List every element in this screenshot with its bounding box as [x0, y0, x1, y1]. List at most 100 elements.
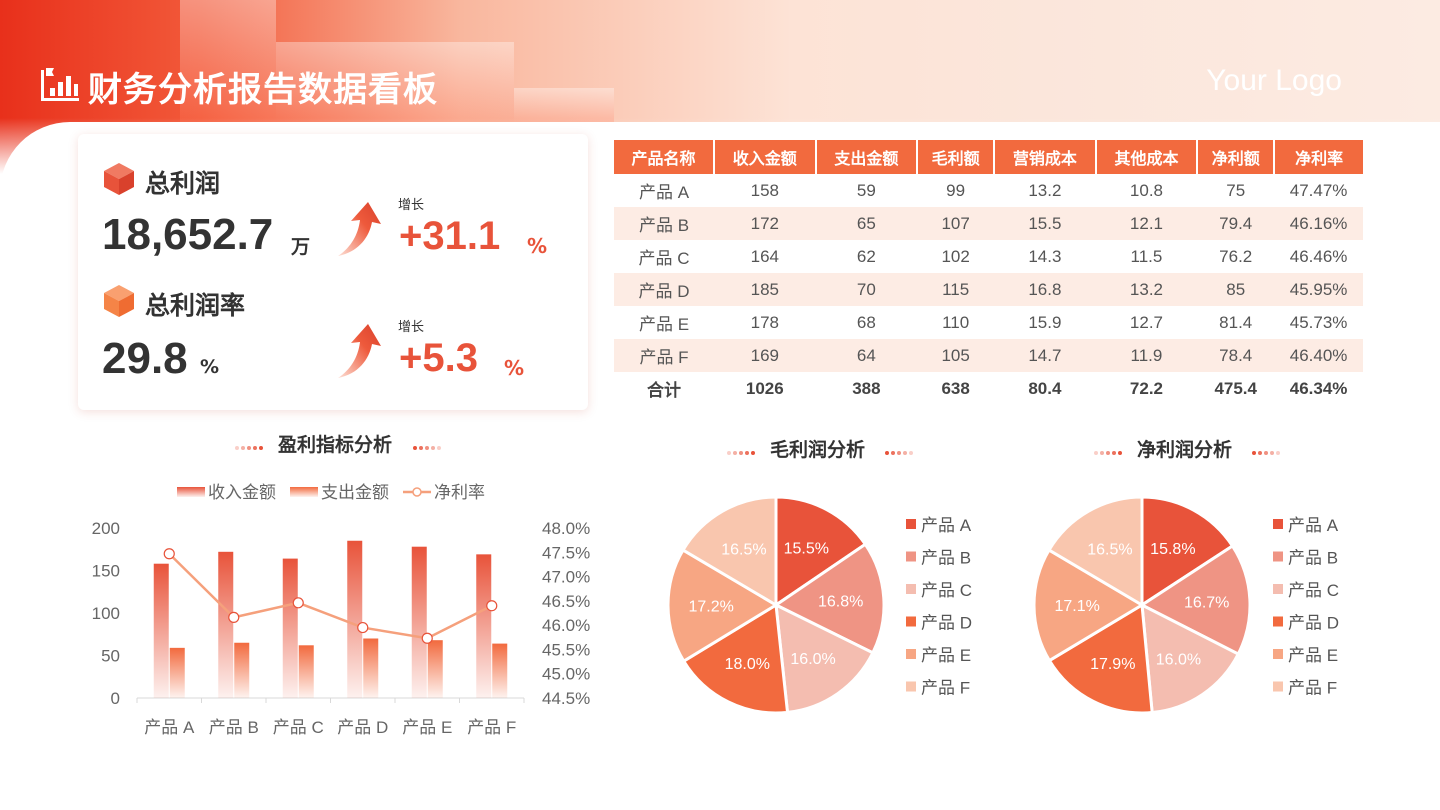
banner-decoration — [514, 88, 614, 122]
table-cell: 178 — [750, 312, 779, 332]
bar-expense — [169, 647, 185, 698]
table-cell: 105 — [917, 339, 995, 372]
title-dots-left — [1093, 441, 1123, 455]
table-cell: 115 — [917, 273, 995, 306]
legend-swatch — [906, 584, 916, 594]
pie-slice — [1046, 495, 1144, 608]
legend-label: 产品 E — [1288, 646, 1338, 665]
kpi-margin-value: 29.8 — [102, 334, 188, 383]
pie-value-label: 17.2% — [689, 598, 734, 615]
table-cell: 产品 B — [614, 207, 715, 240]
table-cell: 85 — [1197, 273, 1275, 306]
table-cell: 169 — [714, 339, 816, 372]
table-cell: 14.3 — [1028, 246, 1062, 266]
y-tick-label: 0 — [111, 689, 120, 708]
pie-value-label: 16.0% — [1156, 652, 1201, 669]
legend-swatch — [1273, 616, 1283, 627]
title-dots-left — [234, 436, 264, 450]
pie-slice — [1140, 602, 1241, 715]
table-cell: 14.7 — [994, 339, 1096, 372]
legend-label: 产品 C — [921, 581, 972, 600]
y2-tick-label: 45.0% — [542, 665, 590, 684]
growth-arrow-icon — [338, 202, 381, 256]
legend-label: 收入金额 — [208, 483, 276, 502]
pie-slice — [680, 495, 778, 608]
title-dots-left — [726, 441, 756, 455]
y2-tick-label: 44.5% — [542, 689, 590, 708]
legend-label: 支出金额 — [321, 483, 389, 502]
table-cell: 70 — [815, 273, 918, 306]
x-tick-label: 产品 F — [467, 718, 516, 737]
legend-label: 产品 B — [921, 549, 971, 568]
table-cell: 产品 F — [614, 339, 715, 372]
legend-label: 产品 C — [1288, 581, 1339, 600]
pie-value-label: 16.5% — [1087, 542, 1132, 559]
table-total-cell: 合计 — [647, 381, 682, 400]
bar-revenue — [411, 546, 427, 698]
table-header-row: 产品名称 收入金额 支出金额 毛利额 营销成本 其他成本 净利额 净利率 — [614, 140, 1363, 174]
bar-revenue — [282, 558, 298, 698]
kpi-card: 总利润 18,652.7 万 增长 +31.1 % 总利润率 29.8 % 增长… — [78, 134, 588, 410]
legend-swatch — [906, 681, 916, 692]
title-dots-right — [412, 436, 442, 450]
table-cell: 11.9 — [1095, 339, 1198, 372]
pie-value-label: 16.5% — [721, 542, 766, 559]
table-total-cell: 80.4 — [1028, 378, 1062, 398]
table-cell: 13.2 — [1095, 273, 1198, 306]
y2-tick-label: 46.0% — [542, 616, 590, 635]
pie-slice — [1139, 543, 1252, 657]
table-cell: 15.9 — [1028, 312, 1062, 332]
gross-profit-pie-chart: 15.5% 16.8% 16.0% 18.0% 17.2% 16.5% 产品 A 产品 B 产品… — [666, 495, 972, 715]
table-cell: 99 — [946, 180, 966, 200]
table-row: 产品 C 164 62 102 14.3 11.5 76.2 46.46% — [614, 240, 1363, 273]
legend-swatch — [1273, 681, 1283, 692]
legend-swatch — [1273, 551, 1283, 562]
pie-slice — [774, 602, 875, 715]
pie-value-label: 17.1% — [1055, 598, 1100, 615]
legend-label: 净利率 — [434, 483, 485, 502]
pie-slice — [774, 495, 868, 608]
page-title: 财务分析报告数据看板 — [88, 70, 438, 110]
cube-icon — [104, 285, 134, 317]
table-cell: 64 — [815, 339, 918, 372]
table-cell: 45.73% — [1289, 312, 1348, 332]
net-margin-point — [421, 632, 433, 644]
kpi-margin-unit: % — [200, 356, 220, 378]
legend-label: 产品 A — [921, 516, 972, 535]
table-header-cell: 净利率 — [1274, 140, 1363, 174]
table-cell: 172 — [714, 207, 816, 240]
x-tick-label: 产品 B — [209, 718, 259, 737]
pie-value-label: 16.7% — [1184, 595, 1229, 612]
banner-decoration — [276, 42, 514, 122]
table-header-cell: 其他成本 — [1095, 140, 1199, 174]
table-cell: 13.2 — [1028, 180, 1062, 200]
table-cell: 46.46% — [1289, 246, 1348, 266]
net-margin-line — [168, 552, 493, 640]
y2-tick-label: 48.0% — [542, 519, 590, 538]
legend-swatch — [906, 551, 916, 562]
legend-swatch — [1273, 519, 1283, 529]
pie-value-label: 16.0% — [790, 651, 835, 668]
legend-label: 产品 D — [1288, 614, 1339, 633]
table-cell: 产品 A — [638, 183, 690, 202]
legend-swatch — [1273, 649, 1283, 659]
table-cell: 185 — [714, 273, 816, 306]
table-total-cell: 388 — [852, 378, 881, 398]
table-cell: 158 — [750, 180, 779, 200]
kpi-profit-growth-unit: % — [527, 234, 548, 258]
bar-revenue — [153, 563, 169, 698]
pie-slice — [1140, 495, 1235, 608]
table-row: 产品 D 185 70 115 16.8 13.2 85 45.95% — [614, 273, 1363, 306]
table-header-cell: 营销成本 — [994, 140, 1097, 174]
table-total-cell: 638 — [941, 378, 970, 398]
table-cell: 65 — [815, 207, 918, 240]
kpi-profit-growth: +31.1 — [399, 214, 501, 258]
bar-expense — [298, 645, 314, 698]
table-cell: 47.47% — [1289, 180, 1348, 200]
table-cell: 164 — [750, 246, 779, 266]
table-cell: 59 — [856, 180, 876, 200]
table-cell: 产品 E — [638, 315, 690, 334]
table-cell: 68 — [856, 312, 876, 332]
net-margin-point — [357, 621, 369, 634]
table-cell: 16.8 — [994, 273, 1096, 306]
